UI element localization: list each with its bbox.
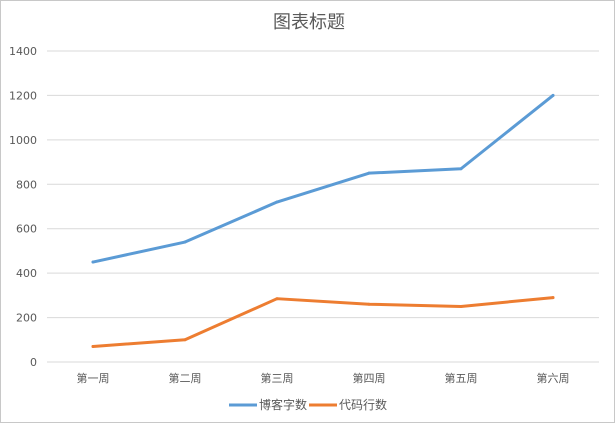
data-point xyxy=(91,260,95,264)
data-point xyxy=(183,240,187,244)
data-point xyxy=(459,304,463,308)
x-tick-label: 第二周 xyxy=(169,371,202,385)
y-tick-label: 0 xyxy=(30,356,37,369)
x-tick-label: 第五周 xyxy=(445,371,478,385)
data-point xyxy=(183,338,187,342)
x-tick-label: 第六周 xyxy=(537,371,570,385)
x-tick-label: 第三周 xyxy=(261,371,294,385)
legend-label: 代码行数 xyxy=(339,397,387,412)
series-line-1 xyxy=(91,296,555,348)
x-tick-label: 第四周 xyxy=(353,371,386,385)
data-point xyxy=(459,167,463,171)
data-point xyxy=(551,93,555,97)
y-tick-label: 400 xyxy=(16,267,37,280)
data-point xyxy=(367,302,371,306)
y-tick-label: 800 xyxy=(16,178,37,191)
y-tick-label: 1000 xyxy=(9,134,37,147)
y-tick-label: 1400 xyxy=(9,45,37,58)
data-point xyxy=(275,297,279,301)
data-point xyxy=(367,171,371,175)
x-tick-label: 第一周 xyxy=(77,371,110,385)
chart-title: 图表标题 xyxy=(273,12,345,33)
data-point xyxy=(551,296,555,300)
y-tick-label: 600 xyxy=(16,223,37,236)
series-line-0 xyxy=(91,93,555,264)
y-tick-label: 1200 xyxy=(9,89,37,102)
y-tick-label: 200 xyxy=(16,312,37,325)
legend-label: 博客字数 xyxy=(259,397,307,412)
data-point xyxy=(275,200,279,204)
data-point xyxy=(91,344,95,348)
